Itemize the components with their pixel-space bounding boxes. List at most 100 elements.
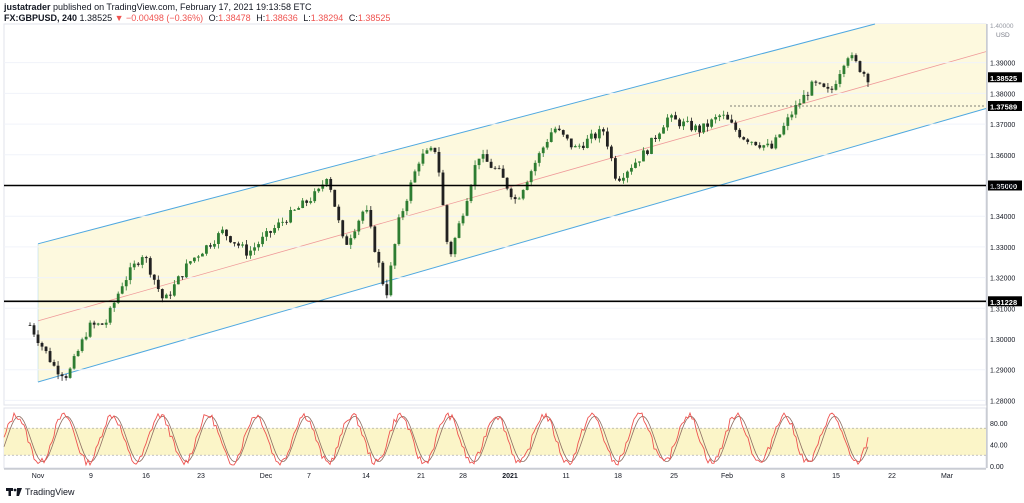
candle-body[interactable] xyxy=(88,322,92,337)
candle-body[interactable] xyxy=(337,206,341,221)
candle-body[interactable] xyxy=(469,185,473,202)
candle-body[interactable] xyxy=(345,236,349,245)
candle-body[interactable] xyxy=(718,115,722,118)
candle-body[interactable] xyxy=(48,351,52,363)
candle-body[interactable] xyxy=(533,162,537,172)
candle-body[interactable] xyxy=(52,362,56,366)
candle-body[interactable] xyxy=(589,133,593,139)
candle-body[interactable] xyxy=(609,146,613,159)
candle-body[interactable] xyxy=(445,205,449,242)
candle-body[interactable] xyxy=(229,236,232,243)
candle-body[interactable] xyxy=(60,374,64,377)
candle-body[interactable] xyxy=(140,257,144,265)
candle-body[interactable] xyxy=(333,189,337,207)
candle-body[interactable] xyxy=(854,55,858,62)
candle-body[interactable] xyxy=(277,222,280,229)
candle-body[interactable] xyxy=(726,114,730,120)
candle-body[interactable] xyxy=(730,119,734,123)
candle-body[interactable] xyxy=(192,257,196,262)
candle-body[interactable] xyxy=(144,257,148,259)
candle-body[interactable] xyxy=(64,376,68,378)
candle-body[interactable] xyxy=(317,188,321,192)
candle-body[interactable] xyxy=(862,71,866,74)
candle-body[interactable] xyxy=(44,346,48,352)
candle-body[interactable] xyxy=(429,147,433,151)
brand-label[interactable]: TradingView xyxy=(25,487,75,497)
candle-body[interactable] xyxy=(453,237,457,255)
candle-body[interactable] xyxy=(201,253,204,257)
candle-body[interactable] xyxy=(553,128,557,133)
candle-body[interactable] xyxy=(116,293,120,303)
candle-body[interactable] xyxy=(417,163,421,172)
candle-body[interactable] xyxy=(786,117,790,126)
candle-body[interactable] xyxy=(822,83,826,87)
candle-body[interactable] xyxy=(313,191,317,202)
stoch-d-line[interactable] xyxy=(3,415,869,463)
candle-body[interactable] xyxy=(517,198,521,200)
candle-body[interactable] xyxy=(702,123,706,133)
candle-body[interactable] xyxy=(758,145,762,148)
candle-body[interactable] xyxy=(838,74,842,84)
candle-body[interactable] xyxy=(253,247,256,251)
candle-body[interactable] xyxy=(477,158,481,166)
candle-body[interactable] xyxy=(389,265,393,296)
candle-body[interactable] xyxy=(465,201,469,216)
candle-body[interactable] xyxy=(441,172,445,206)
candle-body[interactable] xyxy=(361,211,365,221)
candle-body[interactable] xyxy=(377,251,381,263)
candle-body[interactable] xyxy=(541,147,545,154)
candle-body[interactable] xyxy=(124,280,128,287)
candle-body[interactable] xyxy=(449,241,453,255)
candle-body[interactable] xyxy=(509,188,513,198)
candle-body[interactable] xyxy=(802,94,806,104)
candle-body[interactable] xyxy=(261,236,264,245)
candle-body[interactable] xyxy=(273,228,276,233)
candle-body[interactable] xyxy=(866,73,870,83)
candle-body[interactable] xyxy=(393,244,397,266)
candle-body[interactable] xyxy=(505,177,509,189)
candle-body[interactable] xyxy=(225,229,228,237)
candle-body[interactable] xyxy=(217,233,220,244)
candle-body[interactable] xyxy=(28,325,32,326)
candle-body[interactable] xyxy=(76,350,80,357)
candle-body[interactable] xyxy=(341,220,345,237)
candle-body[interactable] xyxy=(413,171,417,183)
candle-body[interactable] xyxy=(473,165,477,186)
candle-body[interactable] xyxy=(80,339,84,351)
candle-body[interactable] xyxy=(694,125,697,131)
candle-body[interactable] xyxy=(569,138,573,148)
candle-body[interactable] xyxy=(309,201,313,203)
candle-body[interactable] xyxy=(168,294,172,296)
candle-body[interactable] xyxy=(630,167,633,172)
channel-lower-line[interactable] xyxy=(37,107,987,383)
candle-body[interactable] xyxy=(746,139,750,142)
candle-body[interactable] xyxy=(529,171,533,183)
candle-body[interactable] xyxy=(626,171,629,178)
candle-body[interactable] xyxy=(112,302,116,308)
candle-body[interactable] xyxy=(521,189,525,199)
candle-body[interactable] xyxy=(810,81,814,96)
candle-body[interactable] xyxy=(461,215,465,224)
candle-body[interactable] xyxy=(357,220,361,232)
candle-body[interactable] xyxy=(433,147,437,152)
candle-body[interactable] xyxy=(682,121,685,127)
candle-body[interactable] xyxy=(830,88,834,90)
candle-body[interactable] xyxy=(722,114,726,116)
candle-body[interactable] xyxy=(814,81,818,83)
candle-body[interactable] xyxy=(180,276,184,278)
candle-body[interactable] xyxy=(674,115,677,120)
candle-body[interactable] xyxy=(265,231,268,237)
candle-body[interactable] xyxy=(160,289,164,299)
candle-body[interactable] xyxy=(321,184,325,189)
candle-body[interactable] xyxy=(100,323,104,325)
candle-body[interactable] xyxy=(597,129,601,139)
candle-body[interactable] xyxy=(766,143,770,146)
candle-body[interactable] xyxy=(678,119,681,127)
candle-body[interactable] xyxy=(136,263,140,265)
candle-body[interactable] xyxy=(184,263,188,278)
candle-body[interactable] xyxy=(213,243,216,247)
candle-body[interactable] xyxy=(770,143,774,149)
candle-body[interactable] xyxy=(557,128,561,131)
candle-body[interactable] xyxy=(409,182,413,201)
